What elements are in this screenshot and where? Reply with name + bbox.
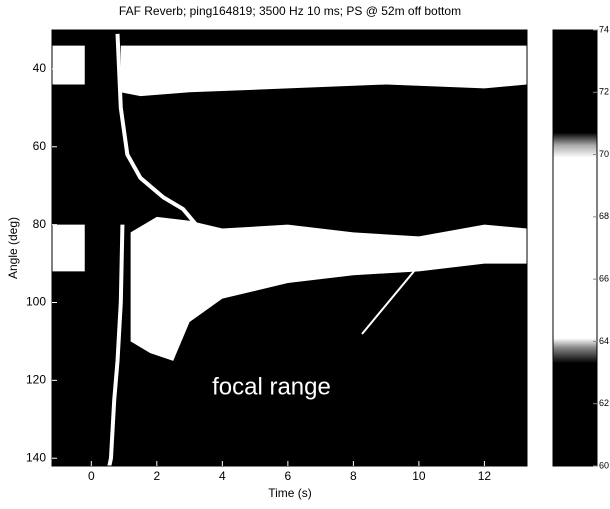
y-tick-label: 100 [26,295,46,309]
x-tick-label: 2 [153,469,160,483]
intensity-trace [107,224,125,466]
plot-frame [51,29,528,467]
y-axis-label: Angle (deg) [6,217,20,279]
intensity-region [52,45,85,85]
colorbar-tick-label: 70 [599,149,609,159]
x-axis-label: Time (s) [268,486,312,500]
x-tick-label: 0 [88,469,95,483]
x-tick-label: 10 [412,469,426,483]
y-tick-label: 60 [33,139,47,153]
image-layer [52,33,527,466]
x-tick-label: 12 [478,469,492,483]
arrow-head [412,258,425,271]
y-tick-label: 120 [26,373,46,387]
intensity-region [130,216,527,361]
y-tick-label: 80 [33,217,47,231]
chart-title: FAF Reverb; ping164819; 3500 Hz 10 ms; P… [119,4,461,18]
intensity-region [52,224,85,272]
x-tick-label: 6 [285,469,292,483]
colorbar-tick-label: 62 [599,398,609,408]
colorbar-tick-label: 66 [599,274,609,284]
colorbar-tick-label: 60 [599,460,609,470]
y-tick-label: 140 [26,450,46,464]
colorbar-tick-label: 68 [599,211,609,221]
colorbar-tick-label: 74 [599,24,609,34]
colorbar-tick-label: 72 [599,87,609,97]
intensity-trace [115,33,198,226]
annotation: focal range [212,373,331,400]
colorbar-tick-label: 64 [599,336,609,346]
y-tick-label: 40 [33,61,47,75]
x-tick-label: 8 [350,469,357,483]
intensity-region [120,45,527,97]
x-tick-label: 4 [219,469,226,483]
annotation-arrow [361,263,421,335]
colorbar [552,29,598,467]
